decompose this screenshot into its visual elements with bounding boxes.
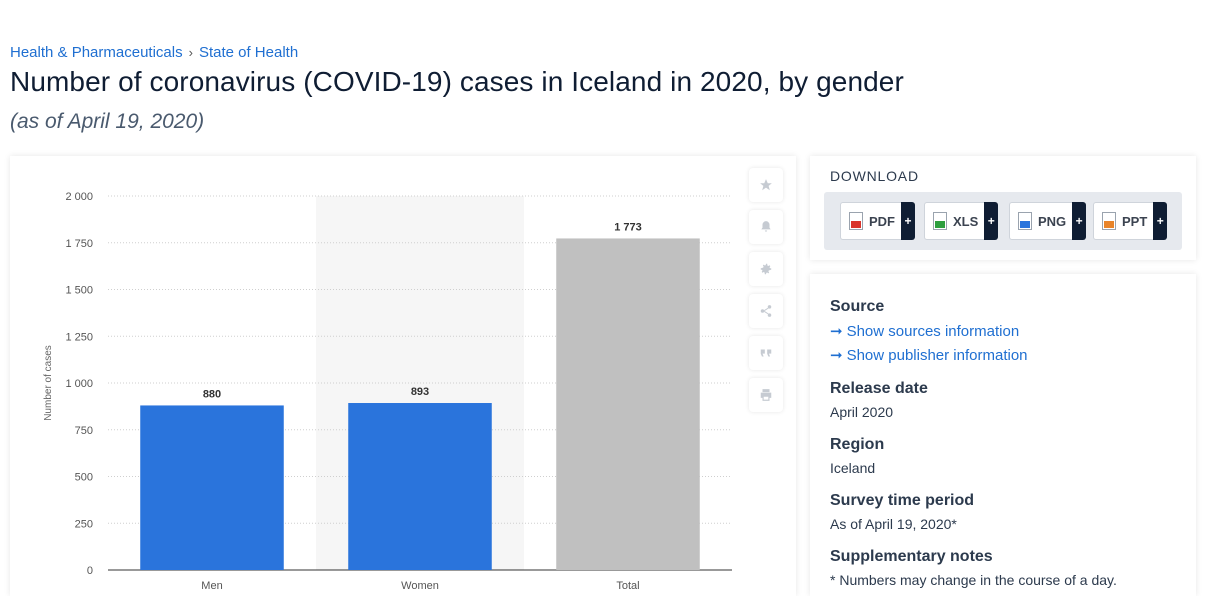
y-tick-label: 1 750 [65,238,93,250]
y-axis-label: Number of cases [43,345,54,421]
download-title: DOWNLOAD [830,168,919,184]
y-tick-label: 1 500 [65,285,93,297]
download-ppt-button[interactable]: PPT + [1093,202,1168,240]
cite-button[interactable] [749,336,783,370]
bar-chart: 0 250 500 750 1 000 1 250 1 500 1 750 2 000 Numbe… [43,191,732,592]
region-value: Iceland [830,460,876,476]
data-label: 880 [203,388,221,400]
breadcrumb-item-state-of-health[interactable]: State of Health [198,44,299,61]
download-xls-label: XLS [953,213,979,229]
settings-button[interactable] [749,252,783,286]
download-pdf-label: PDF [869,213,895,229]
download-png-label: PNG [1038,213,1067,229]
arrow-right-icon: ➞ [830,323,843,340]
bar-women [348,403,492,570]
download-ppt-label: PPT [1122,213,1148,229]
show-sources-link[interactable]: ➞ Show sources information [830,322,1020,341]
survey-period-label: Survey time period [830,492,975,509]
print-button[interactable] [749,378,783,412]
x-tick-label: Men [201,580,222,592]
release-date-label: Release date [830,380,928,397]
pdf-file-icon [849,212,863,230]
bell-icon [761,221,771,232]
xls-plus-icon: + [984,202,999,240]
page-title: Number of coronavirus (COVID-19) cases i… [10,66,904,97]
y-tick-label: 1 000 [65,378,93,390]
y-tick-label: 750 [75,425,93,437]
x-tick-label: Women [401,580,439,592]
favorite-button[interactable] [749,168,783,202]
page-subtitle: (as of April 19, 2020) [10,110,205,133]
share-button[interactable] [749,294,783,328]
y-tick-label: 500 [75,472,93,484]
download-png-button[interactable]: PNG + [1009,202,1087,240]
y-tick-label: 1 250 [65,331,93,343]
download-bar: PDF + XLS + PNG + PPT + [824,192,1182,250]
show-sources-link-label: Show sources information [846,322,1020,340]
show-publisher-link-label: Show publisher information [846,346,1028,364]
show-publisher-link[interactable]: ➞ Show publisher information [830,346,1028,365]
gear-icon [760,263,772,275]
release-date-value: April 2020 [830,404,894,420]
chart-card: 0 250 500 750 1 000 1 250 1 500 1 750 2 000 Numbe… [10,156,796,596]
source-label: Source [830,298,885,315]
star-icon [760,179,772,191]
download-pdf-button[interactable]: PDF + [840,202,915,240]
ppt-file-icon [1102,212,1116,230]
breadcrumb-item-health[interactable]: Health & Pharmaceuticals [10,44,183,61]
data-label: 1 773 [614,221,642,233]
download-card: DOWNLOAD PDF + XLS + PNG + [810,156,1196,260]
supplementary-notes-label: Supplementary notes [830,548,993,565]
statistic-info-card: Source ➞ Show sources information ➞ Show… [810,274,1196,596]
notification-button[interactable] [749,210,783,244]
bar-total [556,238,700,570]
pdf-plus-icon: + [901,202,915,240]
ppt-plus-icon: + [1153,202,1168,240]
download-xls-button[interactable]: XLS + [924,202,999,240]
quote-icon [760,349,772,357]
xls-file-icon [933,212,947,230]
region-label: Region [830,436,885,453]
print-icon [760,389,772,401]
breadcrumb-separator: › [188,45,193,60]
supplementary-notes-value: * Numbers may change in the course of a … [830,572,1117,588]
chart-toolbar [749,168,783,420]
x-tick-label: Total [616,580,639,592]
png-file-icon [1018,212,1032,230]
breadcrumb: Health & Pharmaceuticals › State of Heal… [10,44,298,61]
bar-men [140,405,284,570]
y-tick-label: 250 [75,518,93,530]
data-label: 893 [411,386,429,398]
survey-period-value: As of April 19, 2020* [830,516,957,532]
arrow-right-icon: ➞ [830,347,843,364]
share-icon [760,305,772,317]
y-tick-label: 0 [87,565,93,577]
y-tick-label: 2 000 [65,191,93,203]
png-plus-icon: + [1072,202,1087,240]
